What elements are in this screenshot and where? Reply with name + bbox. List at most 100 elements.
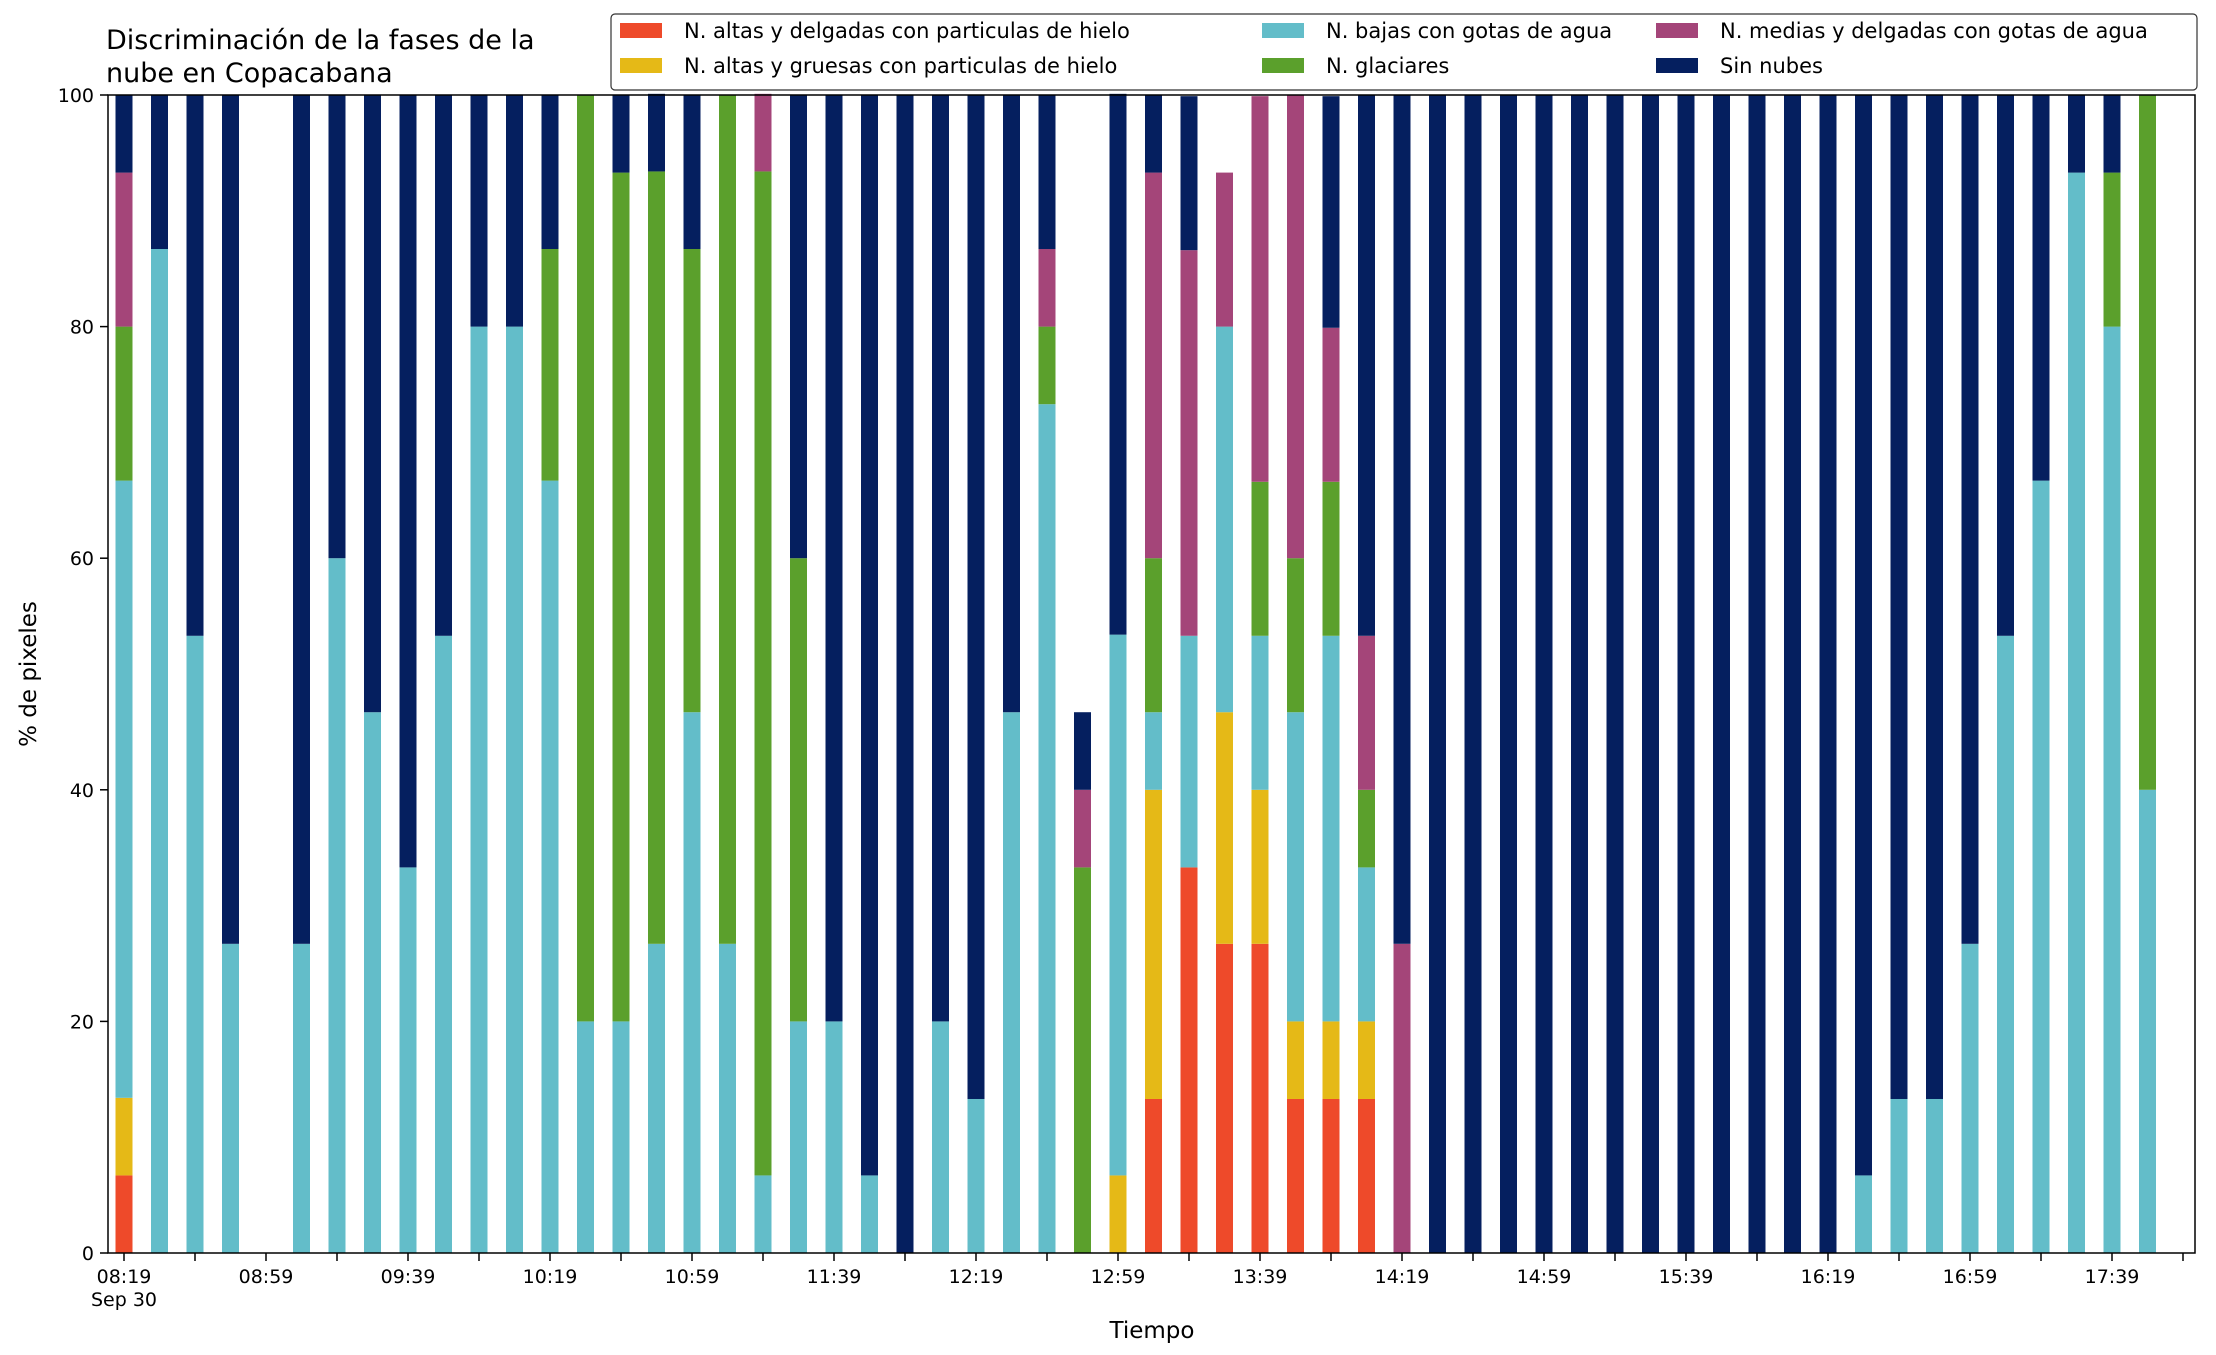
chart-title: Discriminación de la fases de la nube en…: [106, 25, 543, 89]
y-tick-label: 80: [70, 317, 94, 339]
bar-segment-2-15: [648, 943, 665, 1253]
bar-segment-4-30: [1180, 250, 1198, 636]
legend-swatch: [1262, 23, 1304, 38]
bar-segment-2-26: [1038, 404, 1056, 1253]
bar-segment-5-54: [2032, 95, 2050, 481]
bar-segment-5-15: [648, 93, 665, 172]
bar-segment-2-11: [506, 326, 523, 1254]
y-axis-label: % de pixeles: [16, 601, 42, 747]
bar-segment-3-56: [2103, 172, 2121, 327]
plot-frame: [107, 94, 2196, 1254]
bar-segment-5-23: [932, 95, 949, 1022]
bar-segment-5-12: [541, 95, 559, 250]
bar-segment-3-32: [1251, 481, 1269, 636]
bar-segment-5-51: [1926, 95, 1943, 1099]
bar-segment-2-55: [2068, 172, 2085, 1254]
bar-segment-3-15: [648, 171, 665, 944]
y-tick-label: 60: [70, 548, 94, 570]
bar-segment-3-35: [1358, 789, 1375, 868]
bar-segment-5-28: [1109, 93, 1127, 635]
x-tick-label: 12:19: [949, 1266, 1004, 1288]
bar-segment-5-6: [328, 95, 346, 559]
bar-segment-5-24: [967, 95, 985, 1099]
bar-segment-2-51: [1926, 1098, 1943, 1253]
bar-segment-2-0: [115, 480, 133, 1098]
bar-segment-1-29: [1145, 789, 1162, 1099]
bar-segment-3-13: [577, 95, 594, 1022]
legend-frame: [610, 13, 2198, 91]
bar-segment-1-0: [115, 1097, 133, 1176]
bar-segment-2-30: [1180, 635, 1198, 868]
bar-segment-5-26: [1038, 95, 1056, 250]
x-tick-label: 12:59: [1091, 1266, 1146, 1288]
y-tick-label: 100: [58, 85, 94, 107]
bar-segment-2-9: [435, 635, 452, 1253]
x-tick-label: 16:19: [1801, 1266, 1856, 1288]
bar-segment-3-27: [1074, 867, 1091, 1253]
chart-title-line-1: Discriminación de la fases de la: [106, 25, 535, 56]
bar-segment-2-8: [399, 867, 417, 1253]
bar-segment-4-35: [1358, 635, 1375, 790]
bar-segment-2-19: [790, 1021, 807, 1253]
bar-segment-5-30: [1180, 96, 1198, 251]
bar-segment-5-22: [896, 95, 914, 1253]
bar-segment-5-11: [506, 95, 523, 327]
bar-segment-5-3: [222, 95, 239, 944]
bar-segment-2-12: [541, 480, 559, 1253]
bar-segment-5-46: [1748, 95, 1766, 1253]
bar-segment-2-35: [1358, 867, 1375, 1022]
legend-swatch: [1656, 58, 1698, 73]
bar-segment-4-36: [1393, 943, 1411, 1253]
y-tick-label: 40: [70, 780, 94, 802]
bar-segment-2-53: [1997, 635, 2014, 1253]
bar-segment-5-2: [186, 95, 204, 636]
bar-segment-5-48: [1819, 95, 1837, 1253]
bar-segment-5-0: [115, 95, 133, 173]
bar-segment-5-42: [1606, 95, 1624, 1253]
bar-segment-5-16: [683, 95, 701, 250]
x-tick-label: 13:39: [1233, 1266, 1288, 1288]
bar-segment-2-50: [1890, 1098, 1908, 1253]
bar-segment-2-24: [967, 1098, 985, 1253]
bar-segment-5-37: [1429, 95, 1446, 1253]
bar-segment-2-52: [1961, 943, 1979, 1253]
bar-segment-5-45: [1713, 95, 1730, 1253]
bar-segment-5-25: [1003, 95, 1020, 713]
bar-segment-2-3: [222, 943, 239, 1253]
bar-segment-1-35: [1358, 1021, 1375, 1099]
bar-segment-2-21: [861, 1175, 878, 1253]
bar-segment-2-18: [754, 1175, 772, 1253]
bar-segment-2-16: [683, 712, 701, 1253]
bar-segment-3-14: [612, 172, 630, 1022]
bar-segment-5-55: [2068, 95, 2085, 173]
legend-label: N. glaciares: [1326, 54, 1449, 78]
bar-segment-5-39: [1500, 95, 1517, 1253]
bar-segment-5-36: [1393, 95, 1411, 944]
bar-segment-3-19: [790, 558, 807, 1022]
legend-label: N. medias y delgadas con gotas de agua: [1720, 19, 2148, 43]
bar-segment-5-8: [399, 95, 417, 868]
x-tick-label: 16:59: [1943, 1266, 1998, 1288]
x-tick-label: 08:19: [97, 1266, 152, 1288]
bar-segment-5-9: [435, 95, 452, 636]
bar-segment-2-5: [293, 943, 310, 1253]
bar-segment-5-56: [2103, 95, 2121, 173]
bar-segment-0-34: [1322, 1098, 1340, 1253]
bar-segment-5-1: [151, 95, 168, 250]
bar-segment-5-50: [1890, 95, 1908, 1099]
bar-segment-0-29: [1145, 1098, 1162, 1253]
bar-segment-2-34: [1322, 635, 1340, 1022]
bar-segment-2-14: [612, 1021, 630, 1253]
bar-segment-4-34: [1322, 327, 1340, 482]
x-tick-label: 10:19: [523, 1266, 578, 1288]
bar-segment-2-2: [186, 635, 204, 1253]
legend-label: N. altas y delgadas con particulas de hi…: [684, 19, 1130, 43]
bar-segment-3-0: [115, 326, 133, 481]
legend-label: N. altas y gruesas con particulas de hie…: [684, 54, 1117, 78]
bar-segment-1-33: [1287, 1021, 1304, 1099]
bar-segment-1-34: [1322, 1021, 1340, 1099]
bar-segment-5-34: [1322, 96, 1340, 328]
y-axis: 0 20 40 60 80 100: [58, 85, 108, 1265]
x-axis: 08:19 08:59 09:39 10:19 10:59 11:39 12:19 12:59…: [91, 1253, 2184, 1311]
